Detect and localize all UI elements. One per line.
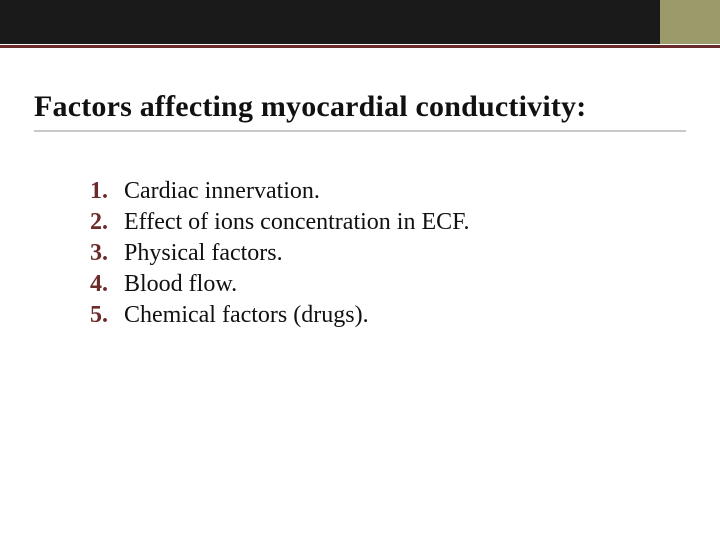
- item-text: Effect of ions concentration in ECF.: [124, 209, 470, 236]
- title-underline: [34, 130, 686, 132]
- band-left: [0, 0, 660, 48]
- item-text: Cardiac innervation.: [124, 178, 320, 205]
- list-item: 5. Chemical factors (drugs).: [90, 302, 660, 329]
- item-text: Physical factors.: [124, 240, 283, 267]
- band-right: [660, 0, 720, 48]
- list-item: 4. Blood flow.: [90, 271, 660, 298]
- top-band: [0, 0, 720, 48]
- list-item: 3. Physical factors.: [90, 240, 660, 267]
- item-text: Chemical factors (drugs).: [124, 302, 369, 329]
- slide: Factors affecting myocardial conductivit…: [0, 0, 720, 540]
- slide-title: Factors affecting myocardial conductivit…: [34, 90, 686, 124]
- item-number: 3.: [90, 240, 124, 267]
- item-number: 2.: [90, 209, 124, 236]
- list-item: 2. Effect of ions concentration in ECF.: [90, 209, 660, 236]
- item-text: Blood flow.: [124, 271, 237, 298]
- factors-list: 1. Cardiac innervation. 2. Effect of ion…: [90, 178, 660, 333]
- item-number: 4.: [90, 271, 124, 298]
- item-number: 1.: [90, 178, 124, 205]
- title-block: Factors affecting myocardial conductivit…: [34, 90, 686, 132]
- list-item: 1. Cardiac innervation.: [90, 178, 660, 205]
- item-number: 5.: [90, 302, 124, 329]
